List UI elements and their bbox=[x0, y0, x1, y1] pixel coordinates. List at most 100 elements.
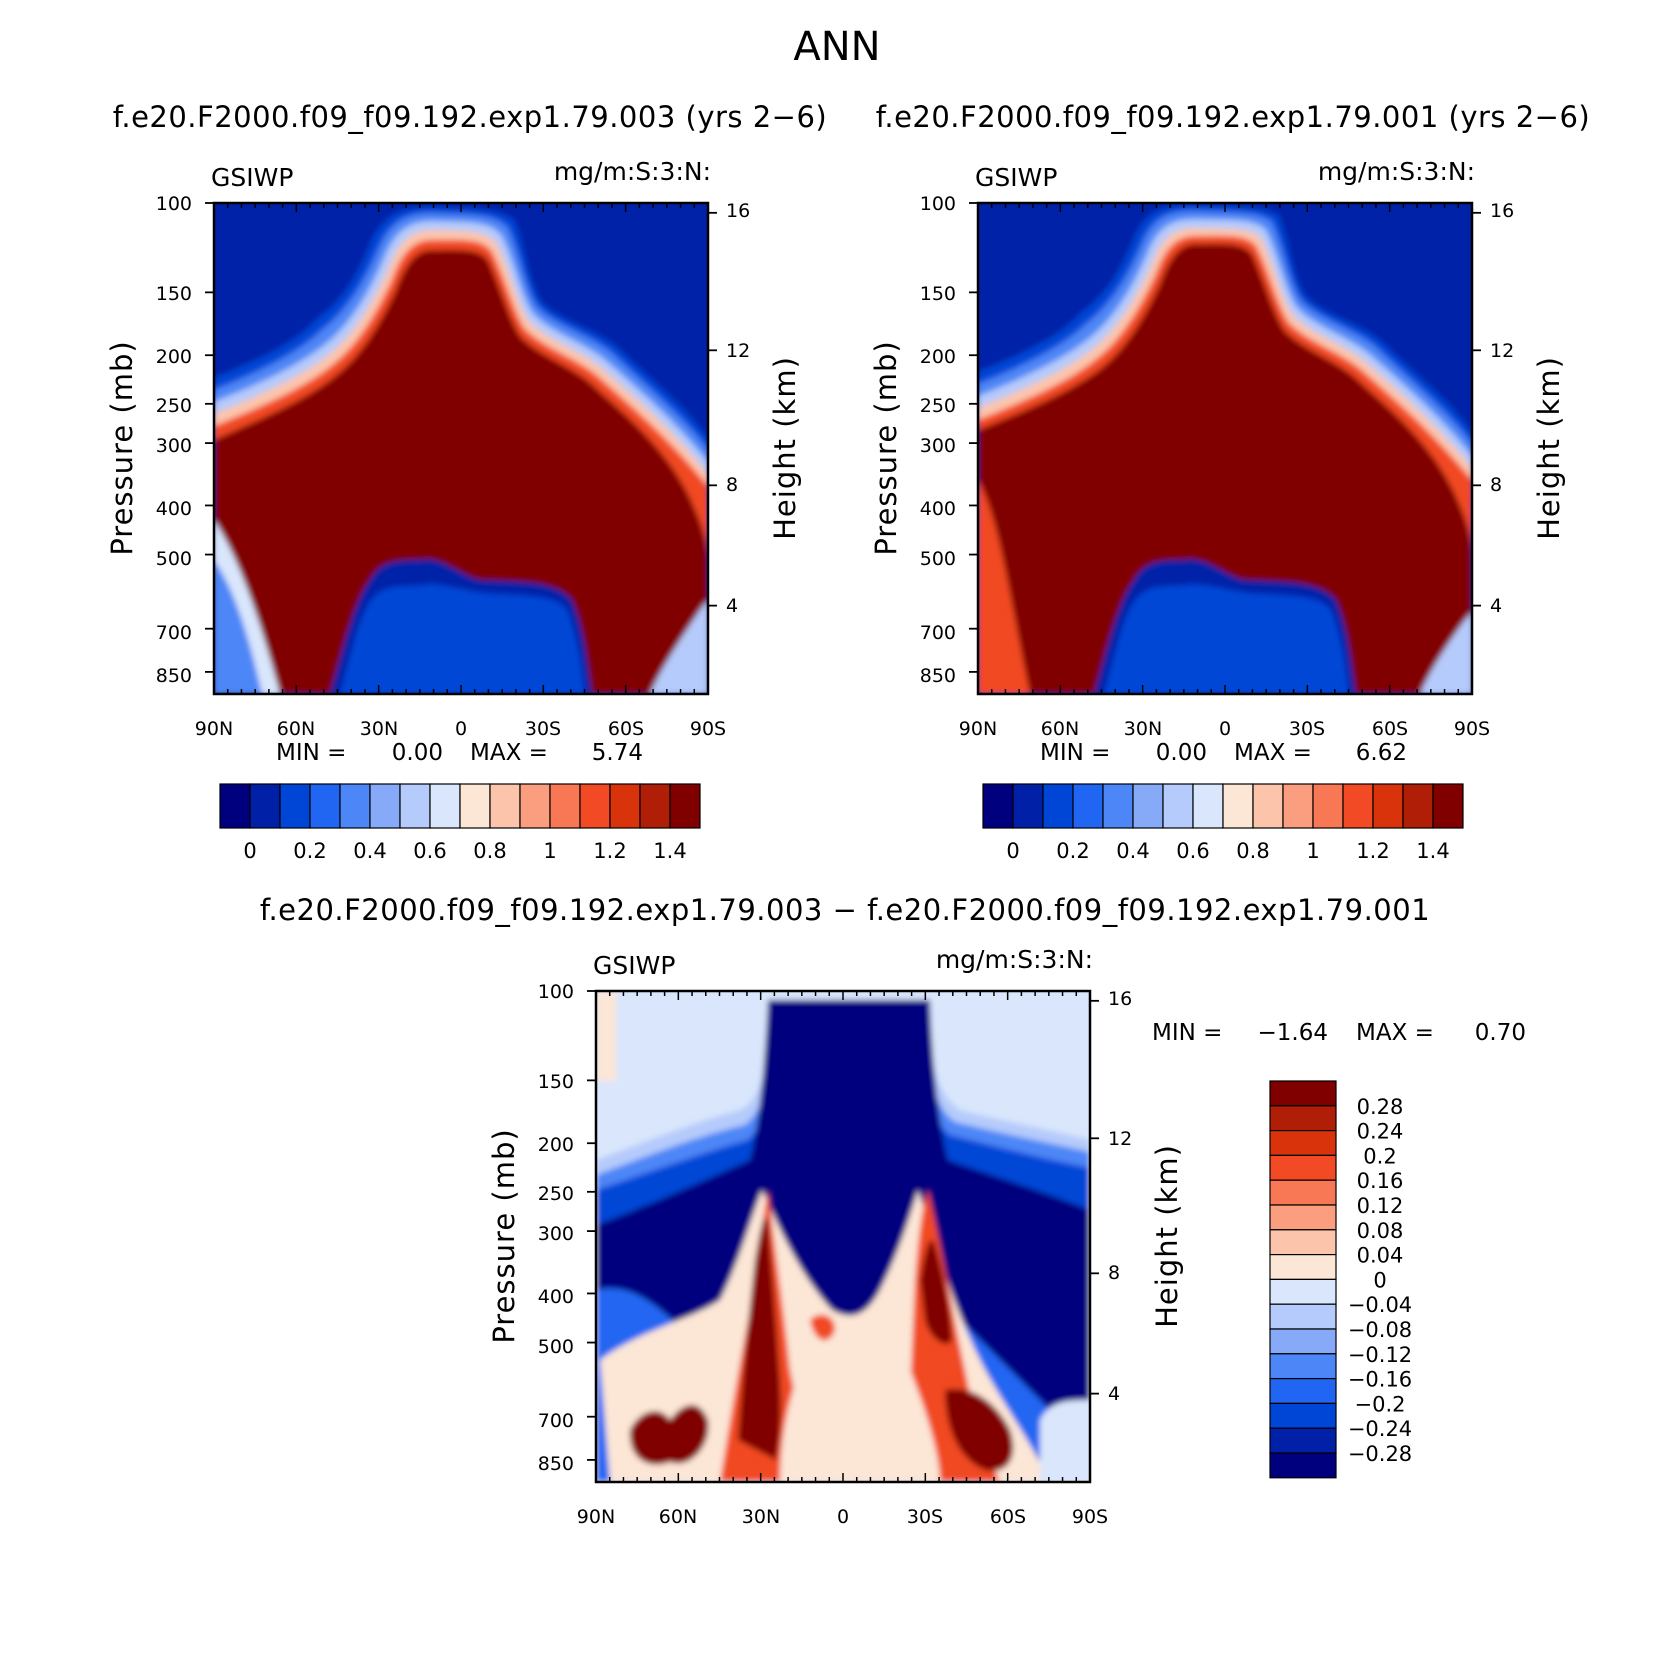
panel-2-max-value: 6.62 bbox=[1356, 740, 1407, 766]
colorbar-swatch bbox=[489, 783, 521, 829]
panel-3-ylabel-right: Height (km) bbox=[1150, 1144, 1184, 1328]
ptick-150: 150 bbox=[538, 1071, 574, 1093]
colorbar-label: −0.16 bbox=[1348, 1368, 1412, 1392]
colorbar-label: 1.4 bbox=[1416, 839, 1449, 863]
colorbar-swatch bbox=[1269, 1129, 1337, 1156]
colorbar-swatch bbox=[609, 783, 641, 829]
htick-8: 8 bbox=[1108, 1262, 1120, 1284]
htick-8: 8 bbox=[726, 474, 738, 496]
colorbar-swatch bbox=[982, 783, 1014, 829]
htick-16: 16 bbox=[726, 200, 750, 222]
colorbar-swatch bbox=[309, 783, 341, 829]
htick-12: 12 bbox=[726, 340, 750, 362]
panel-1-pressure-ticks: 100 150 200 250 300 400 500 700 850 bbox=[156, 193, 192, 687]
panel-1-variable-name: GSIWP bbox=[211, 163, 293, 192]
panel-3-max-label: MAX = bbox=[1356, 1020, 1434, 1046]
panel-3-height-ticks: 16 12 8 4 bbox=[1108, 988, 1132, 1405]
panel-3-min-label: MIN = bbox=[1152, 1020, 1222, 1046]
colorbar-swatch bbox=[1312, 783, 1344, 829]
htick-4: 4 bbox=[1108, 1383, 1120, 1405]
ptick-200: 200 bbox=[920, 346, 956, 368]
ptick-300: 300 bbox=[920, 435, 956, 457]
xtick-90n: 90N bbox=[195, 718, 233, 740]
panel-1-min-label: MIN = bbox=[276, 740, 346, 766]
panel-3-max-value: 0.70 bbox=[1475, 1020, 1526, 1046]
panel-1-subtitle: f.e20.F2000.f09_f09.192.exp1.79.003 (yrs… bbox=[113, 100, 828, 134]
xtick-30n: 30N bbox=[742, 1506, 780, 1528]
panel-2-min-label: MIN = bbox=[1040, 740, 1110, 766]
panel-1-ylabel: Pressure (mb) bbox=[105, 340, 139, 555]
ptick-500: 500 bbox=[538, 1336, 574, 1358]
colorbar-label: −0.2 bbox=[1355, 1392, 1406, 1416]
panel-3-subtitle: f.e20.F2000.f09_f09.192.exp1.79.003 − f.… bbox=[260, 893, 1430, 927]
xtick-30n: 30N bbox=[1124, 718, 1162, 740]
ptick-100: 100 bbox=[920, 193, 956, 215]
colorbar-swatch bbox=[579, 783, 611, 829]
ptick-250: 250 bbox=[156, 395, 192, 417]
panel-2-subtitle: f.e20.F2000.f09_f09.192.exp1.79.001 (yrs… bbox=[876, 100, 1591, 134]
xtick-90s: 90S bbox=[690, 718, 726, 740]
colorbar-label: 1.2 bbox=[593, 839, 626, 863]
colorbar-swatch bbox=[1432, 783, 1464, 829]
ptick-700: 700 bbox=[920, 622, 956, 644]
colorbar-swatch bbox=[279, 783, 311, 829]
colorbar-label: 1.4 bbox=[653, 839, 686, 863]
panel-difference: f.e20.F2000.f09_f09.192.exp1.79.003 − f.… bbox=[260, 893, 1526, 1528]
panel-2-units: mg/m:S:3:N: bbox=[1318, 157, 1475, 186]
panel-2-contour-field bbox=[978, 203, 1472, 694]
xtick-90s: 90S bbox=[1072, 1506, 1108, 1528]
colorbar-swatch bbox=[1269, 1278, 1337, 1305]
colorbar-swatch bbox=[1269, 1353, 1337, 1380]
colorbar-swatch bbox=[1192, 783, 1224, 829]
colorbar-swatch bbox=[1269, 1402, 1337, 1429]
colorbar-swatch bbox=[1282, 783, 1314, 829]
panel-2-stats: MIN = 0.00 MAX = 6.62 bbox=[1040, 740, 1407, 766]
colorbar-label: 0 bbox=[1373, 1268, 1386, 1292]
xtick-60n: 60N bbox=[1041, 718, 1079, 740]
colorbar-swatch bbox=[1269, 1253, 1337, 1280]
colorbar-label: 0.2 bbox=[293, 839, 326, 863]
colorbar-swatch bbox=[369, 783, 401, 829]
panel-1-ylabel-right: Height (km) bbox=[768, 356, 802, 540]
panel-2-ylabel-right: Height (km) bbox=[1532, 356, 1566, 540]
colorbar-swatch bbox=[399, 783, 431, 829]
panel-2-x-ticks: 90N 60N 30N 0 30S 60S 90S bbox=[959, 718, 1490, 740]
panel-1-tickmarks bbox=[205, 202, 717, 694]
colorbar-swatch bbox=[1042, 783, 1074, 829]
colorbar-label: −0.08 bbox=[1348, 1318, 1412, 1342]
panel-1-contour-field bbox=[214, 203, 708, 694]
panel-1-stats: MIN = 0.00 MAX = 5.74 bbox=[276, 740, 643, 766]
colorbar-swatch bbox=[549, 783, 581, 829]
xtick-60n: 60N bbox=[277, 718, 315, 740]
colorbar-swatch bbox=[1222, 783, 1254, 829]
colorbar-swatch bbox=[339, 783, 371, 829]
colorbar-label: 1 bbox=[543, 839, 556, 863]
colorbar-swatch bbox=[639, 783, 671, 829]
ptick-150: 150 bbox=[920, 283, 956, 305]
ptick-150: 150 bbox=[156, 283, 192, 305]
colorbar-label: 0 bbox=[1006, 839, 1019, 863]
colorbar-label: 0.8 bbox=[473, 839, 506, 863]
colorbar-label: −0.24 bbox=[1348, 1417, 1412, 1441]
ptick-400: 400 bbox=[156, 498, 192, 520]
panel-1-max-label: MAX = bbox=[470, 740, 548, 766]
colorbar-label: 0.2 bbox=[1056, 839, 1089, 863]
ptick-400: 400 bbox=[538, 1286, 574, 1308]
ptick-250: 250 bbox=[920, 395, 956, 417]
panel-3-stats: MIN = −1.64 MAX = 0.70 bbox=[1152, 1020, 1526, 1046]
panel-3-tickmarks bbox=[587, 990, 1099, 1482]
panel-1-colorbar: 0 0.2 0.4 0.6 0.8 1 1.2 1.4 bbox=[219, 783, 701, 863]
ptick-850: 850 bbox=[920, 665, 956, 687]
xtick-0: 0 bbox=[837, 1506, 849, 1528]
colorbar-swatch bbox=[1269, 1204, 1337, 1231]
xtick-60s: 60S bbox=[608, 718, 644, 740]
panel-3-pressure-ticks: 100 150 200 250 300 400 500 700 850 bbox=[538, 981, 574, 1475]
colorbar-swatch bbox=[1102, 783, 1134, 829]
panel-2-height-ticks: 16 12 8 4 bbox=[1490, 200, 1514, 617]
colorbar-label: −0.12 bbox=[1348, 1343, 1412, 1367]
colorbar-swatch bbox=[1269, 1179, 1337, 1206]
colorbar-label: 0.12 bbox=[1357, 1194, 1404, 1218]
panel-2-colorbar: 0 0.2 0.4 0.6 0.8 1 1.2 1.4 bbox=[982, 783, 1464, 863]
colorbar-swatch bbox=[219, 783, 251, 829]
xtick-90s: 90S bbox=[1454, 718, 1490, 740]
